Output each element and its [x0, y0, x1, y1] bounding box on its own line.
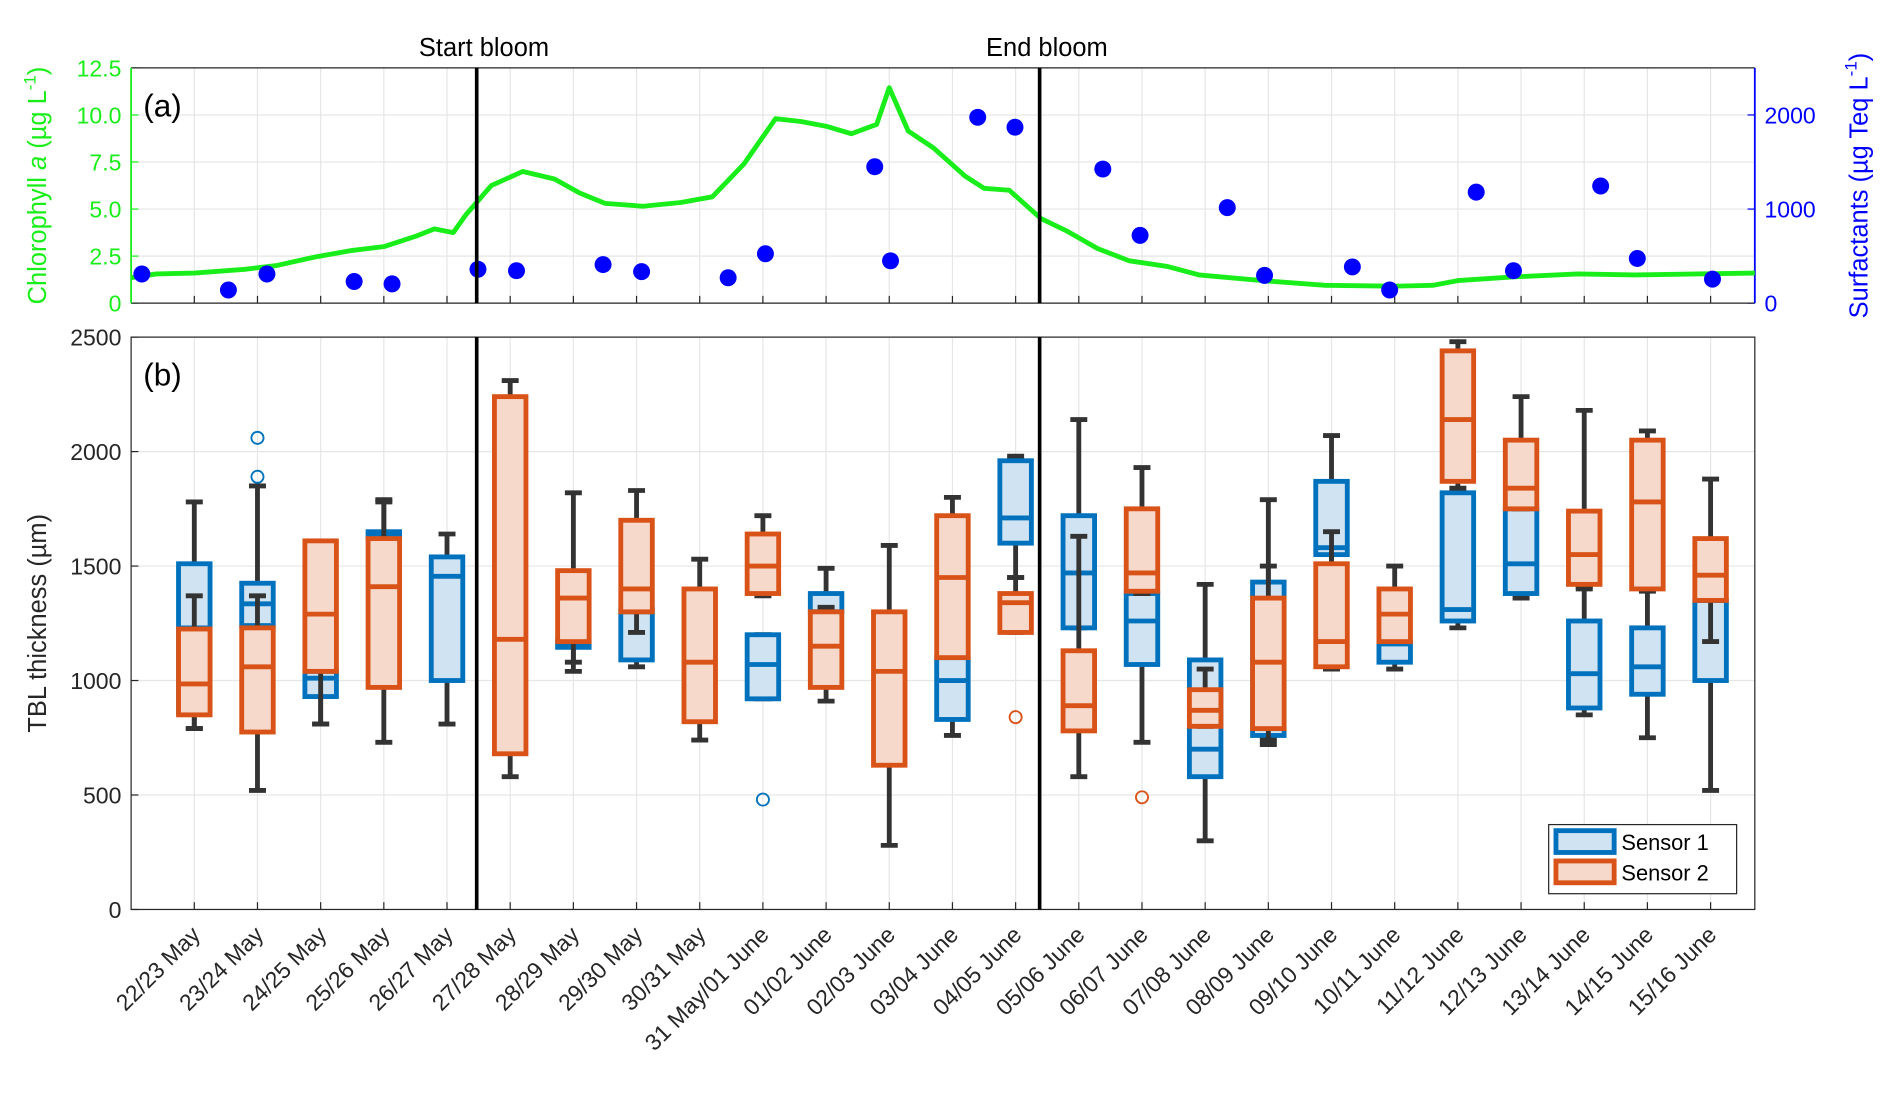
- box: [1439, 490, 1477, 624]
- surfactant-point: [969, 108, 987, 126]
- label-part: ): [24, 67, 52, 75]
- y-tick-label: 2500: [70, 325, 121, 351]
- y-tick-label: 1000: [70, 668, 121, 694]
- panel-label: (a): [143, 87, 182, 123]
- chlorophyll-line: [130, 85, 1755, 289]
- box: [555, 568, 592, 645]
- box: [492, 394, 529, 757]
- box: [1692, 536, 1729, 603]
- y-tick-label: 7.5: [89, 149, 121, 175]
- legend-swatch: [1553, 828, 1617, 855]
- annotation: End bloom: [986, 34, 1108, 62]
- box: [1313, 561, 1350, 670]
- y-tick-label: 5.0: [89, 197, 121, 223]
- surfactant-point: [345, 273, 363, 291]
- box: [1439, 348, 1477, 484]
- outlier: [250, 469, 265, 484]
- box: [934, 513, 971, 661]
- surfactant-point: [1094, 160, 1112, 178]
- y-axis-label: Chlorophyll a (µg L-1): [20, 67, 52, 305]
- legend: Sensor 1 Sensor 2: [1548, 823, 1738, 895]
- panel-a: 0 2.5 5.0 7.5 10.0 12.5 0 1000 2000 (a) Chlorophyl…: [20, 34, 1873, 319]
- box: [365, 536, 403, 690]
- y2-tick-label: 2000: [1765, 102, 1816, 128]
- box: [1566, 508, 1603, 587]
- box: [807, 609, 845, 690]
- legend-label: Sensor 2: [1621, 860, 1708, 885]
- outlier: [1135, 790, 1149, 805]
- box: [618, 517, 655, 615]
- box: [302, 538, 339, 674]
- box: [1123, 506, 1161, 594]
- surfactant-point: [633, 263, 651, 281]
- y-tick-label: 12.5: [77, 55, 122, 81]
- surfactant-point: [508, 262, 525, 280]
- y-tick-label: 2000: [70, 439, 121, 465]
- panel-label: (b): [143, 357, 182, 393]
- surfactant-point: [1343, 258, 1361, 276]
- y-tick-label: 2.5: [89, 244, 121, 270]
- surfactant-point: [1256, 266, 1274, 284]
- y-axis-label: TBL thickness (µm): [24, 514, 52, 733]
- surfactant-point: [258, 265, 276, 283]
- surfactant-point: [594, 256, 612, 274]
- surfactant-point: [133, 265, 151, 283]
- box: [997, 591, 1034, 635]
- box: [1502, 437, 1540, 512]
- label-part: Surfactants (µg Teq L: [1846, 76, 1874, 318]
- label-part: -1: [20, 75, 39, 90]
- label-part: -1: [1842, 61, 1861, 76]
- surfactant-point: [1131, 226, 1149, 244]
- label-part: Chlorophyll: [24, 170, 52, 304]
- y-tick-label: 0: [109, 291, 122, 317]
- y-tick-label: 0: [109, 897, 122, 923]
- surfactant-point: [383, 275, 401, 293]
- surfactant-point: [1381, 281, 1399, 299]
- y-tick-label: 10.0: [77, 102, 122, 128]
- surfactant-point: [1628, 249, 1646, 267]
- surfactant-point: [1467, 183, 1485, 201]
- plot-frame: [130, 336, 1756, 911]
- outlier: [755, 792, 770, 807]
- surfactant-point: [1504, 262, 1522, 280]
- box: [1502, 506, 1540, 596]
- surfactant-point: [719, 269, 737, 287]
- label-part: (µg L: [24, 90, 52, 156]
- box: [1629, 437, 1666, 592]
- y2-tick-label: 0: [1765, 291, 1778, 317]
- box: [997, 458, 1034, 546]
- surfactant-point: [756, 245, 774, 263]
- box: [1629, 625, 1666, 697]
- y-tick-label: 1500: [70, 554, 121, 580]
- annotation: Start bloom: [419, 34, 549, 62]
- surfactant-point: [882, 252, 900, 270]
- box: [871, 609, 908, 768]
- surfactant-point: [1006, 118, 1024, 136]
- outlier: [250, 430, 265, 445]
- label-part: ): [1846, 53, 1874, 61]
- box: [681, 586, 718, 725]
- box: [176, 626, 213, 718]
- y-tick-label: 500: [83, 782, 121, 808]
- surfactant-point: [219, 281, 237, 299]
- outlier: [1008, 710, 1023, 725]
- surfactant-point: [1704, 270, 1721, 288]
- y2-axis-label: Surfactants (µg Teq L-1): [1842, 53, 1874, 319]
- box: [1123, 591, 1161, 667]
- box: [1060, 648, 1097, 734]
- surfactant-point: [866, 158, 884, 176]
- surfactant-point: [1592, 177, 1610, 195]
- legend-swatch: [1553, 858, 1617, 886]
- legend-label: Sensor 1: [1621, 830, 1708, 855]
- box: [934, 655, 971, 722]
- box: [239, 625, 276, 735]
- box: [1566, 618, 1603, 711]
- surfactant-point: [1218, 199, 1236, 217]
- y2-tick-label: 1000: [1765, 197, 1816, 223]
- label-part: a: [24, 156, 52, 170]
